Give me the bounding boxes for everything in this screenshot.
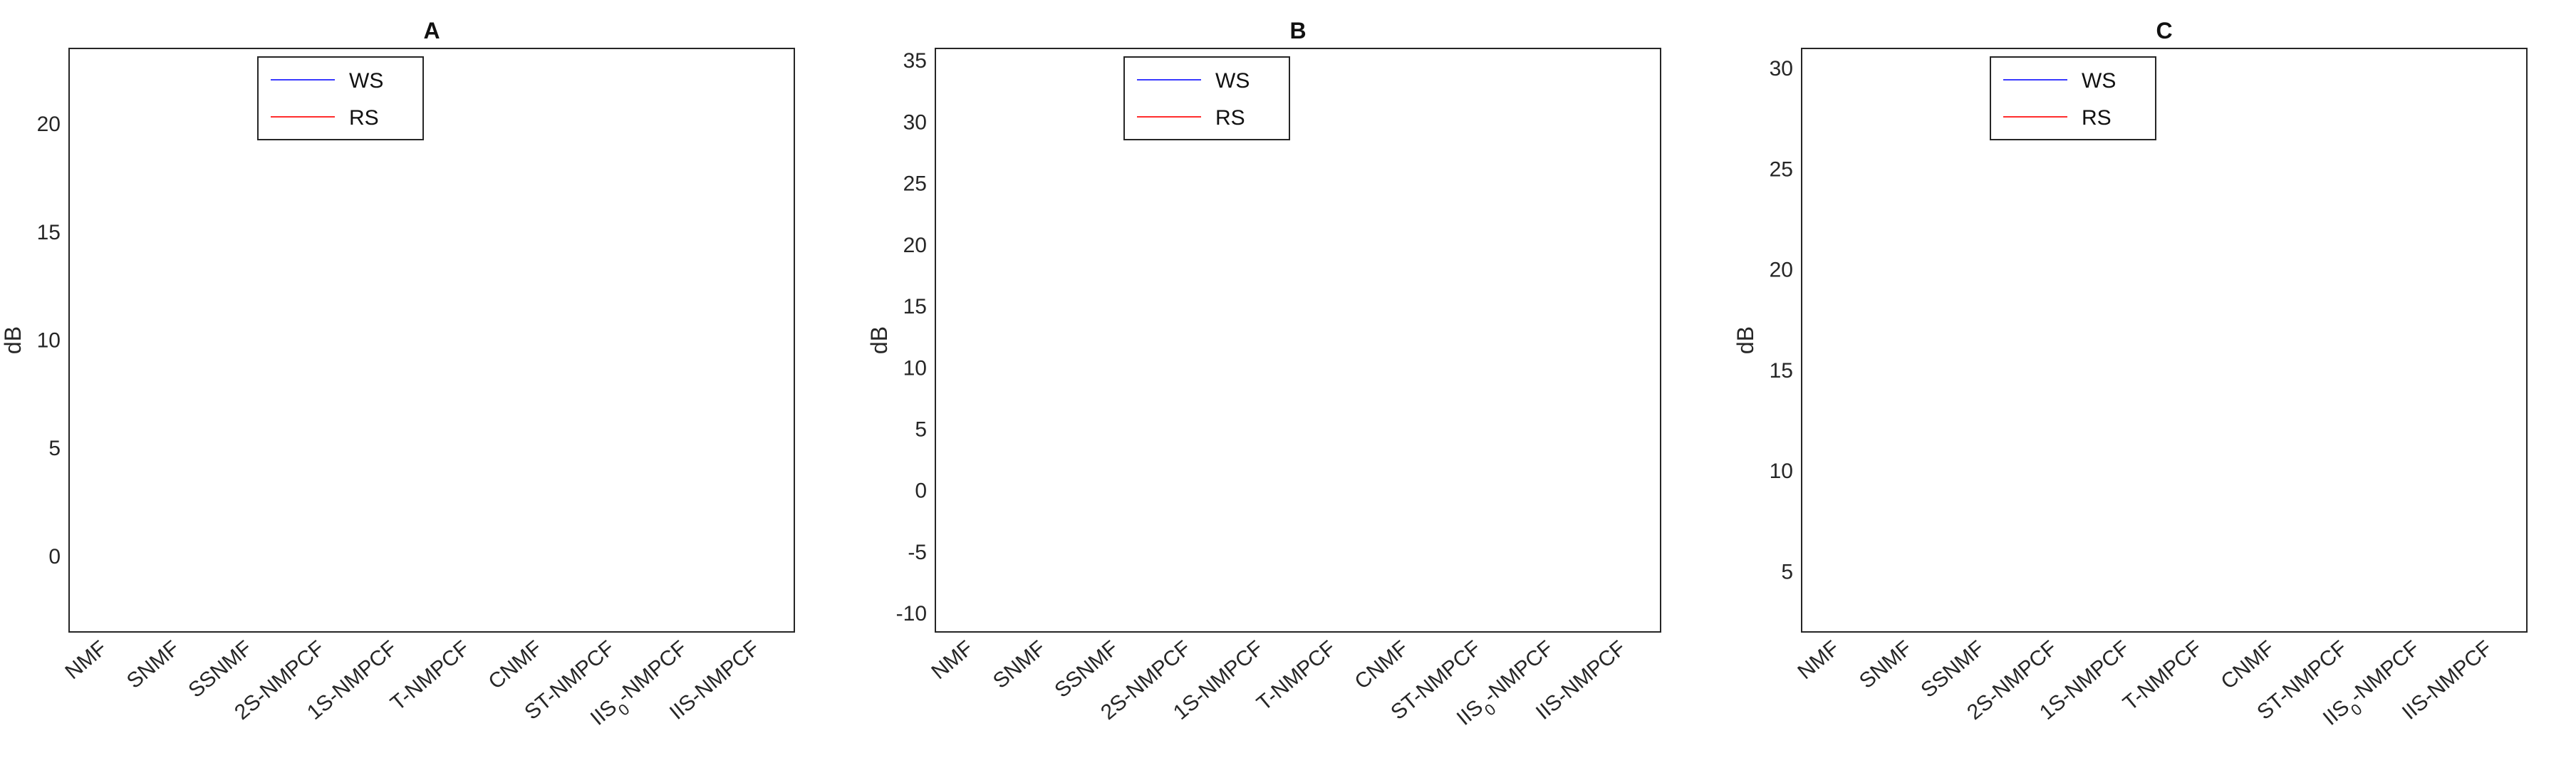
y-tick-label: -5 — [908, 541, 927, 564]
legend-ws-label: WS — [1215, 69, 1250, 93]
x-tick-label: NMF — [61, 636, 111, 684]
y-axis-label: dB — [0, 326, 26, 354]
x-tick-label: SNMF — [1855, 636, 1916, 693]
legend: WS RS — [1990, 56, 2156, 140]
y-tick-label: 5 — [48, 437, 61, 460]
x-tick-label: NMF — [927, 636, 977, 684]
y-tick-label: -10 — [896, 602, 927, 626]
x-tick-label: CNMF — [484, 636, 547, 694]
x-tick-label: SNMF — [989, 636, 1050, 693]
legend-box — [1123, 56, 1290, 140]
axes-frame — [935, 48, 1661, 633]
y-tick-label: 15 — [903, 295, 927, 318]
x-tick-label: NMF — [1793, 636, 1844, 684]
axes-frame — [68, 48, 795, 633]
axes-frame — [1801, 48, 2528, 633]
y-tick-label: 25 — [903, 172, 927, 196]
chart-title: C — [2156, 18, 2172, 43]
y-axis-label: dB — [1733, 326, 1758, 354]
legend-ws-label: WS — [349, 69, 383, 93]
x-tick-label: SSNMF — [184, 636, 256, 702]
x-tick-label: T-NMPCF — [2119, 636, 2206, 715]
legend-rs-label: RS — [1215, 106, 1245, 130]
x-tick-label: CNMF — [2217, 636, 2280, 694]
x-tick-label: SSNMF — [1050, 636, 1123, 702]
x-tick-label: SNMF — [123, 636, 184, 693]
y-tick-label: 0 — [48, 545, 61, 569]
x-tick-label: T-NMPCF — [1252, 636, 1340, 715]
x-tick-label: SSNMF — [1916, 636, 1989, 702]
y-tick-label: 10 — [37, 329, 61, 353]
y-tick-label: 10 — [1770, 460, 1793, 483]
y-tick-label: 10 — [903, 356, 927, 380]
x-tick-label: CNMF — [1351, 636, 1413, 694]
y-tick-label: 15 — [37, 221, 61, 244]
legend-box — [257, 56, 424, 140]
legend-rs-label: RS — [2082, 106, 2112, 130]
y-tick-label: 30 — [1770, 57, 1793, 81]
y-tick-label: 20 — [903, 234, 927, 257]
y-tick-label: 25 — [1770, 157, 1793, 181]
y-tick-label: 30 — [903, 110, 927, 134]
legend-rs-label: RS — [349, 106, 379, 130]
legend-ws-label: WS — [2082, 69, 2116, 93]
chart-title: A — [423, 18, 440, 43]
legend-box — [1990, 56, 2156, 140]
y-tick-label: 5 — [1781, 560, 1793, 583]
x-tick-label: T-NMPCF — [386, 636, 474, 715]
y-tick-label: 20 — [37, 113, 61, 136]
y-tick-label: 20 — [1770, 259, 1793, 282]
y-tick-label: 5 — [915, 418, 927, 442]
chart-title: B — [1289, 18, 1306, 43]
y-tick-label: 0 — [915, 479, 927, 503]
y-tick-label: 35 — [903, 49, 927, 73]
legend: WS RS — [1123, 56, 1290, 140]
legend: WS RS — [257, 56, 424, 140]
y-axis-label: dB — [866, 326, 892, 354]
y-tick-label: 15 — [1770, 359, 1793, 383]
